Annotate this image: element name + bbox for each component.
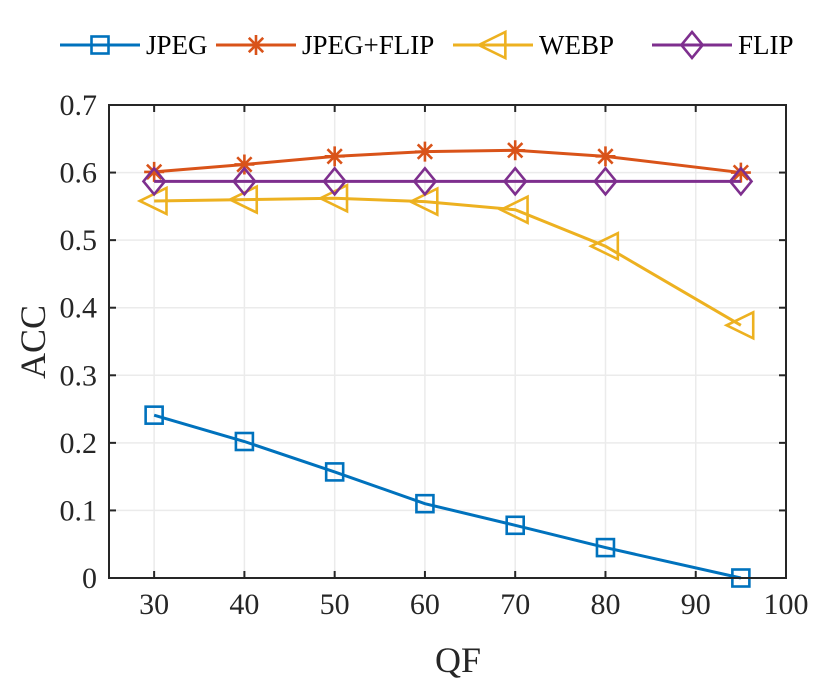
data-point [728, 166, 754, 197]
data-point [144, 405, 164, 425]
data-point [502, 166, 528, 197]
legend-label: FLIP [738, 30, 794, 60]
series-flip [141, 166, 754, 197]
data-point [412, 166, 438, 197]
data-point [144, 161, 165, 182]
legend-marker [475, 29, 507, 61]
y-tick-label: 0.1 [60, 494, 98, 527]
data-point [414, 141, 435, 162]
axes-box [108, 104, 787, 579]
grid [109, 104, 787, 579]
legend-marker [246, 35, 266, 55]
y-tick-label: 0 [82, 562, 97, 595]
legend-item: WEBP [453, 29, 614, 61]
series-layer [136, 140, 755, 588]
legend-label: WEBP [539, 30, 614, 60]
y-tick-label: 0.7 [60, 89, 98, 122]
legend-label: JPEG [146, 30, 208, 60]
legend-item: JPEG [60, 30, 208, 60]
data-point [497, 194, 529, 225]
y-tick-label: 0.6 [60, 157, 98, 190]
data-point [730, 162, 751, 183]
legend-item: JPEG+FLIP [216, 30, 434, 60]
axes [108, 104, 787, 579]
data-point [505, 515, 526, 536]
data-point [595, 146, 616, 167]
plot-background [109, 105, 786, 578]
data-point [234, 154, 255, 175]
y-tick-label: 0.3 [60, 359, 98, 392]
series-jpeg-plus-flip [144, 140, 751, 183]
series-jpeg [144, 405, 751, 588]
data-point [324, 146, 345, 167]
series-line [154, 196, 742, 327]
y-axis-title: ACC [13, 305, 53, 379]
data-point [234, 431, 255, 452]
ticks: 30 40 50 60 70 80 90 100 0 0.1 0.2 0.3 0.4 0.5 0.6 0.7 [60, 89, 809, 621]
y-tick-label: 0.4 [60, 292, 98, 325]
legend-marker [90, 35, 110, 55]
data-point [324, 462, 345, 482]
data-point [505, 140, 526, 161]
data-point [322, 166, 348, 197]
data-point [595, 537, 616, 558]
x-tick-label: 70 [500, 588, 530, 621]
x-tick-label: 40 [229, 588, 259, 621]
data-point [588, 231, 620, 262]
x-tick-label: 80 [590, 588, 620, 621]
x-tick-label: 60 [410, 588, 440, 621]
legend-label: JPEG+FLIP [302, 30, 434, 60]
data-point [415, 493, 435, 514]
x-tick-label: 90 [681, 588, 711, 621]
legend-item: FLIP [652, 29, 794, 61]
data-point [232, 166, 257, 197]
series-line [153, 413, 742, 580]
x-tick-label: 30 [139, 588, 169, 621]
data-point [141, 166, 167, 197]
y-tick-label: 0.5 [60, 224, 98, 257]
data-point [593, 166, 618, 197]
data-point [723, 310, 755, 341]
y-tick-label: 0.2 [60, 427, 98, 460]
x-axis-title: QF [435, 640, 481, 680]
x-tick-label: 100 [764, 588, 809, 621]
legend: JPEG JPEG+FLIP WEBP FLIP [60, 29, 794, 61]
x-tick-label: 50 [320, 588, 350, 621]
legend-marker [679, 29, 705, 61]
